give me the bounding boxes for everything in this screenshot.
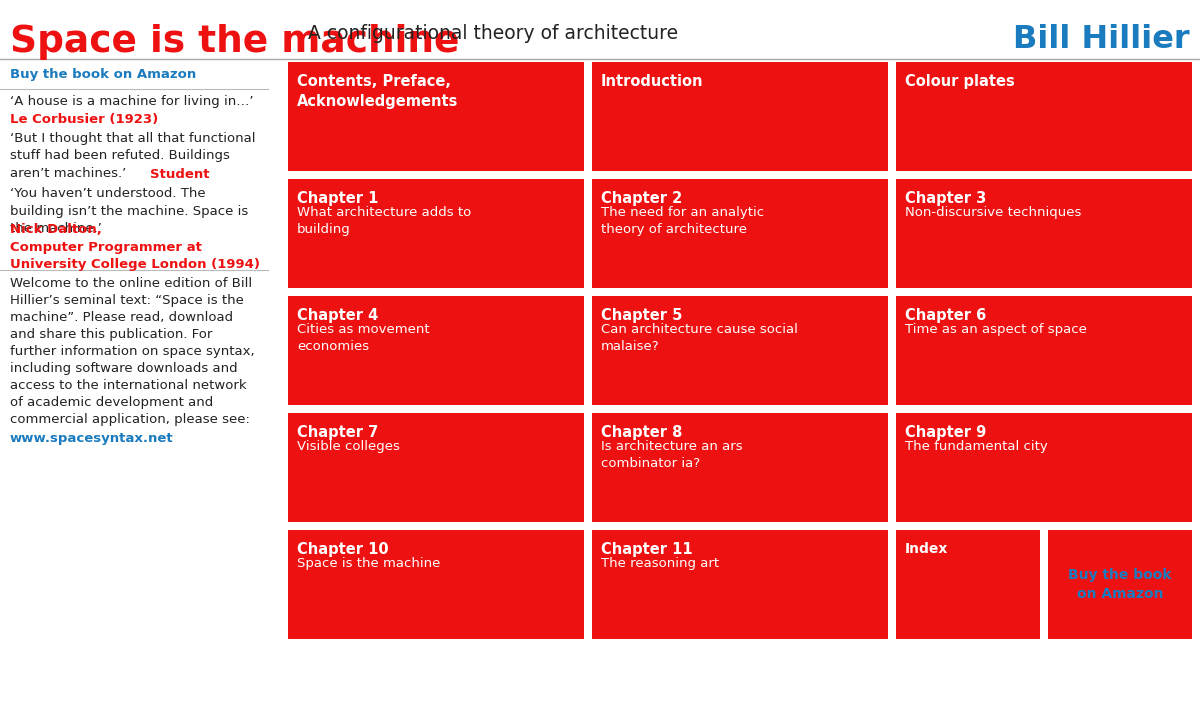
Text: Introduction: Introduction — [601, 74, 703, 89]
Text: Student: Student — [150, 168, 210, 181]
Text: The need for an analytic
theory of architecture: The need for an analytic theory of archi… — [601, 206, 764, 236]
Text: Bill Hillier: Bill Hillier — [1013, 24, 1190, 55]
Text: Chapter 8: Chapter 8 — [601, 425, 683, 440]
Text: Chapter 11: Chapter 11 — [601, 542, 692, 557]
Text: Chapter 5: Chapter 5 — [601, 308, 683, 323]
Text: Space is the machine: Space is the machine — [298, 557, 440, 570]
FancyBboxPatch shape — [896, 413, 1192, 522]
Text: of academic development and: of academic development and — [10, 396, 214, 409]
FancyBboxPatch shape — [592, 62, 888, 171]
Text: A configurational theory of architecture: A configurational theory of architecture — [308, 24, 678, 43]
FancyBboxPatch shape — [592, 413, 888, 522]
Text: Chapter 7: Chapter 7 — [298, 425, 378, 440]
Text: ‘But I thought that all that functional
stuff had been refuted. Buildings
aren’t: ‘But I thought that all that functional … — [10, 132, 256, 180]
Text: further information on space syntax,: further information on space syntax, — [10, 345, 254, 358]
Text: including software downloads and: including software downloads and — [10, 362, 238, 375]
Text: Non-discursive techniques: Non-discursive techniques — [905, 206, 1081, 219]
FancyBboxPatch shape — [288, 62, 584, 171]
Text: Le Corbusier (1923): Le Corbusier (1923) — [10, 113, 158, 126]
FancyBboxPatch shape — [288, 530, 584, 639]
Text: Chapter 6: Chapter 6 — [905, 308, 986, 323]
Text: Chapter 9: Chapter 9 — [905, 425, 986, 440]
Text: www.spacesyntax.net: www.spacesyntax.net — [10, 432, 174, 445]
Text: and share this publication. For: and share this publication. For — [10, 328, 212, 341]
Text: Chapter 10: Chapter 10 — [298, 542, 389, 557]
Text: ‘A house is a machine for living in…’: ‘A house is a machine for living in…’ — [10, 95, 253, 108]
Text: Chapter 1: Chapter 1 — [298, 191, 378, 206]
Text: Chapter 4: Chapter 4 — [298, 308, 378, 323]
Text: Chapter 2: Chapter 2 — [601, 191, 683, 206]
Text: Nick Dalton,
Computer Programmer at
University College London (1994): Nick Dalton, Computer Programmer at Univ… — [10, 223, 260, 271]
Text: Visible colleges: Visible colleges — [298, 440, 400, 453]
Text: Can architecture cause social
malaise?: Can architecture cause social malaise? — [601, 323, 798, 353]
Text: The fundamental city: The fundamental city — [905, 440, 1048, 453]
Text: Chapter 3: Chapter 3 — [905, 191, 986, 206]
FancyBboxPatch shape — [896, 530, 1040, 639]
Text: Is architecture an ars
combinator ia?: Is architecture an ars combinator ia? — [601, 440, 743, 470]
Text: Contents, Preface,
Acknowledgements: Contents, Preface, Acknowledgements — [298, 74, 458, 109]
Text: Buy the book
on Amazon: Buy the book on Amazon — [1068, 568, 1171, 602]
FancyBboxPatch shape — [592, 296, 888, 405]
Text: access to the international network: access to the international network — [10, 379, 247, 392]
Text: ‘You haven’t understood. The
building isn’t the machine. Space is
the machine.’: ‘You haven’t understood. The building is… — [10, 187, 248, 235]
Text: Cities as movement
economies: Cities as movement economies — [298, 323, 430, 353]
FancyBboxPatch shape — [896, 296, 1192, 405]
Text: commercial application, please see:: commercial application, please see: — [10, 413, 250, 426]
FancyBboxPatch shape — [896, 179, 1192, 288]
Text: Space is the machine: Space is the machine — [10, 24, 460, 60]
Text: Welcome to the online edition of Bill: Welcome to the online edition of Bill — [10, 277, 252, 290]
FancyBboxPatch shape — [592, 179, 888, 288]
FancyBboxPatch shape — [288, 179, 584, 288]
Text: Index: Index — [905, 542, 948, 556]
Text: Colour plates: Colour plates — [905, 74, 1015, 89]
Text: Hillier’s seminal text: “Space is the: Hillier’s seminal text: “Space is the — [10, 294, 244, 307]
Text: Buy the book on Amazon: Buy the book on Amazon — [10, 68, 197, 81]
FancyBboxPatch shape — [896, 62, 1192, 171]
FancyBboxPatch shape — [288, 413, 584, 522]
Text: What architecture adds to
building: What architecture adds to building — [298, 206, 472, 236]
FancyBboxPatch shape — [1048, 530, 1192, 639]
FancyBboxPatch shape — [288, 296, 584, 405]
FancyBboxPatch shape — [592, 530, 888, 639]
Text: machine”. Please read, download: machine”. Please read, download — [10, 311, 233, 324]
Text: Time as an aspect of space: Time as an aspect of space — [905, 323, 1087, 336]
Text: The reasoning art: The reasoning art — [601, 557, 719, 570]
